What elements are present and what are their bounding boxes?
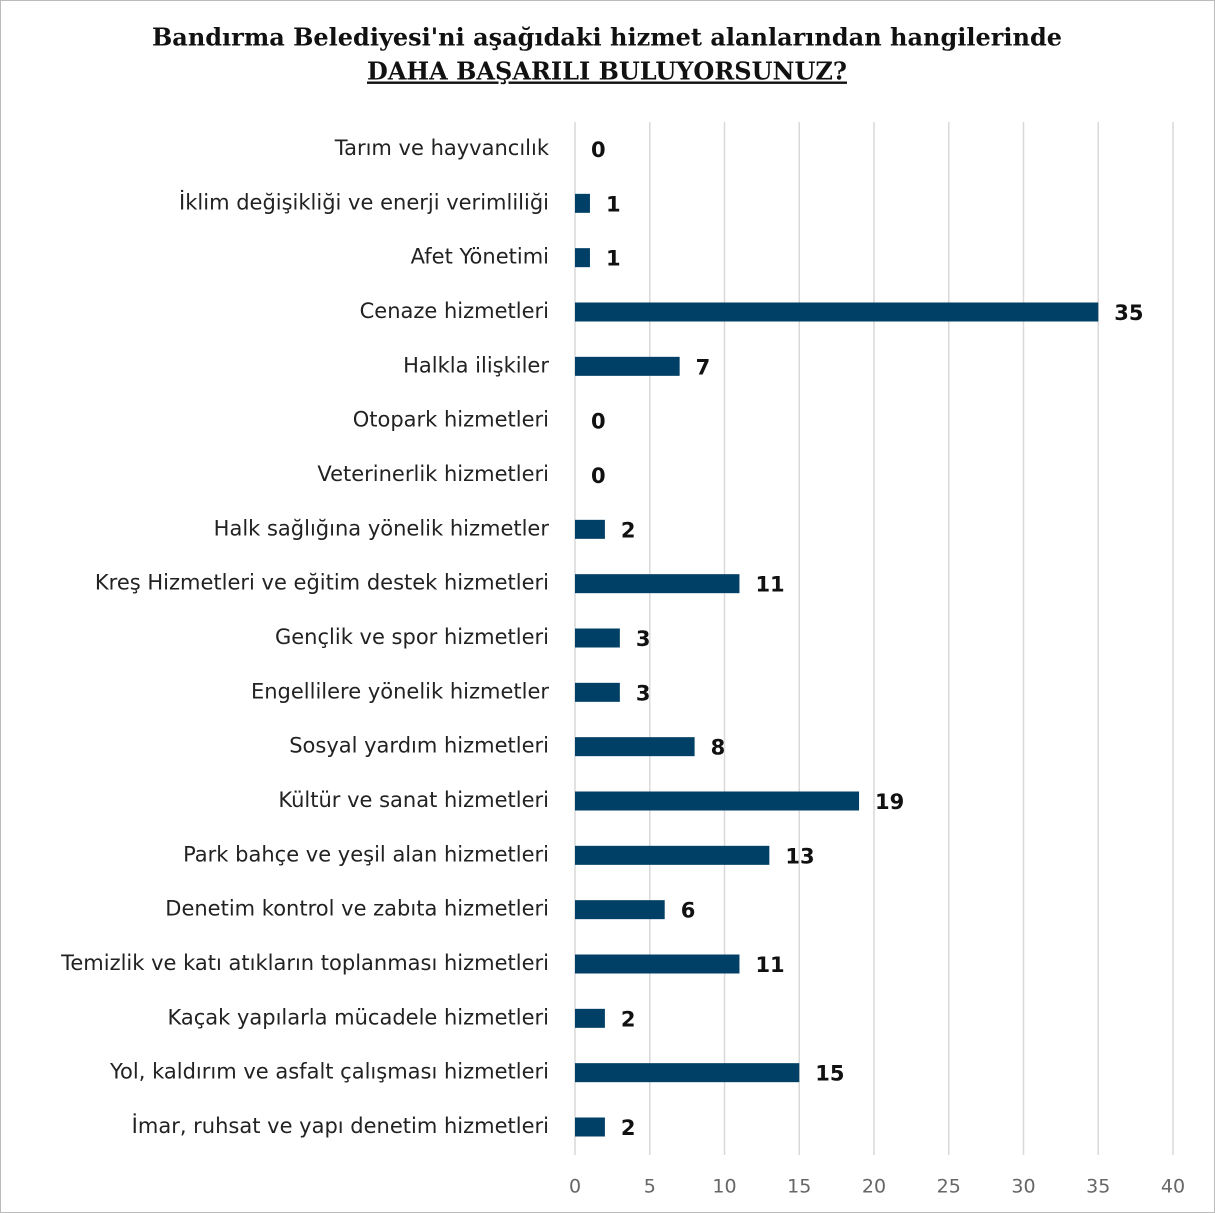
category-label: Kaçak yapılarla mücadele hizmetleri [167,1005,549,1029]
category-label: Park bahçe ve yeşil alan hizmetleri [183,842,549,866]
data-label: 11 [755,953,784,977]
data-label: 1 [606,192,621,216]
bar [575,302,1099,322]
data-label: 11 [755,573,784,597]
bar [575,845,770,865]
data-label: 0 [591,464,606,488]
x-tick-label: 0 [569,1176,581,1198]
x-tick-label: 30 [1011,1176,1035,1198]
bar [575,248,590,268]
bar [575,574,740,594]
bar [575,737,695,757]
category-label: Afet Yönetimi [411,245,549,269]
category-label: Tarım ve hayvancılık [334,136,550,160]
bar [575,1117,605,1137]
x-tick-label: 35 [1086,1176,1110,1198]
category-label: Engellilere yönelik hizmetler [251,679,549,703]
category-label: İklim değişikliği ve enerji verimliliği [179,189,549,214]
bar [575,1008,605,1028]
data-label: 35 [1114,301,1143,325]
bar [575,193,590,213]
category-label: Sosyal yardım hizmetleri [289,734,549,758]
chart-title: Bandırma Belediyesi'ni aşağıdaki hizmet … [152,23,1062,52]
bar [575,791,860,811]
data-label: 15 [815,1062,844,1086]
category-label: Otopark hizmetleri [353,408,549,432]
bar [575,1063,800,1083]
data-label: 2 [621,1007,636,1031]
x-tick-label: 25 [937,1176,961,1198]
category-label: Veterinerlik hizmetleri [317,462,549,486]
x-tick-label: 15 [787,1176,811,1198]
data-label: 2 [621,518,636,542]
data-label: 3 [636,627,651,651]
category-label: Halkla ilişkiler [403,353,549,377]
category-label: Yol, kaldırım ve asfalt çalışması hizmet… [109,1060,549,1084]
data-label: 1 [606,247,621,271]
data-label: 19 [875,790,904,814]
category-label: Gençlik ve spor hizmetleri [275,625,549,649]
bar [575,900,665,920]
category-label: İmar, ruhsat ve yapı denetim hizmetleri [132,1113,549,1138]
data-label: 6 [681,899,696,923]
data-label: 7 [696,355,711,379]
bar [575,356,680,376]
x-tick-label: 5 [644,1176,656,1198]
data-label: 2 [621,1116,636,1140]
data-label: 0 [591,138,606,162]
data-label: 3 [636,681,651,705]
x-tick-label: 10 [712,1176,736,1198]
category-label: Kültür ve sanat hizmetleri [278,788,549,812]
data-label: 0 [591,410,606,434]
bar [575,628,620,648]
bar [575,519,605,539]
category-label: Cenaze hizmetleri [360,299,549,323]
category-label: Kreş Hizmetleri ve eğitim destek hizmetl… [95,571,549,595]
data-label: 8 [711,736,726,760]
x-tick-label: 40 [1161,1176,1185,1198]
category-label: Halk sağlığına yönelik hizmetler [214,516,550,540]
data-label: 13 [785,844,814,868]
category-label: Temizlik ve katı atıkların toplanması hi… [60,951,549,975]
category-label: Denetim kontrol ve zabıta hizmetleri [165,897,549,921]
bar [575,682,620,702]
chart-subtitle: DAHA BAŞARILI BULUYORSUNUZ? [367,57,847,86]
x-tick-label: 20 [862,1176,886,1198]
bar [575,954,740,974]
